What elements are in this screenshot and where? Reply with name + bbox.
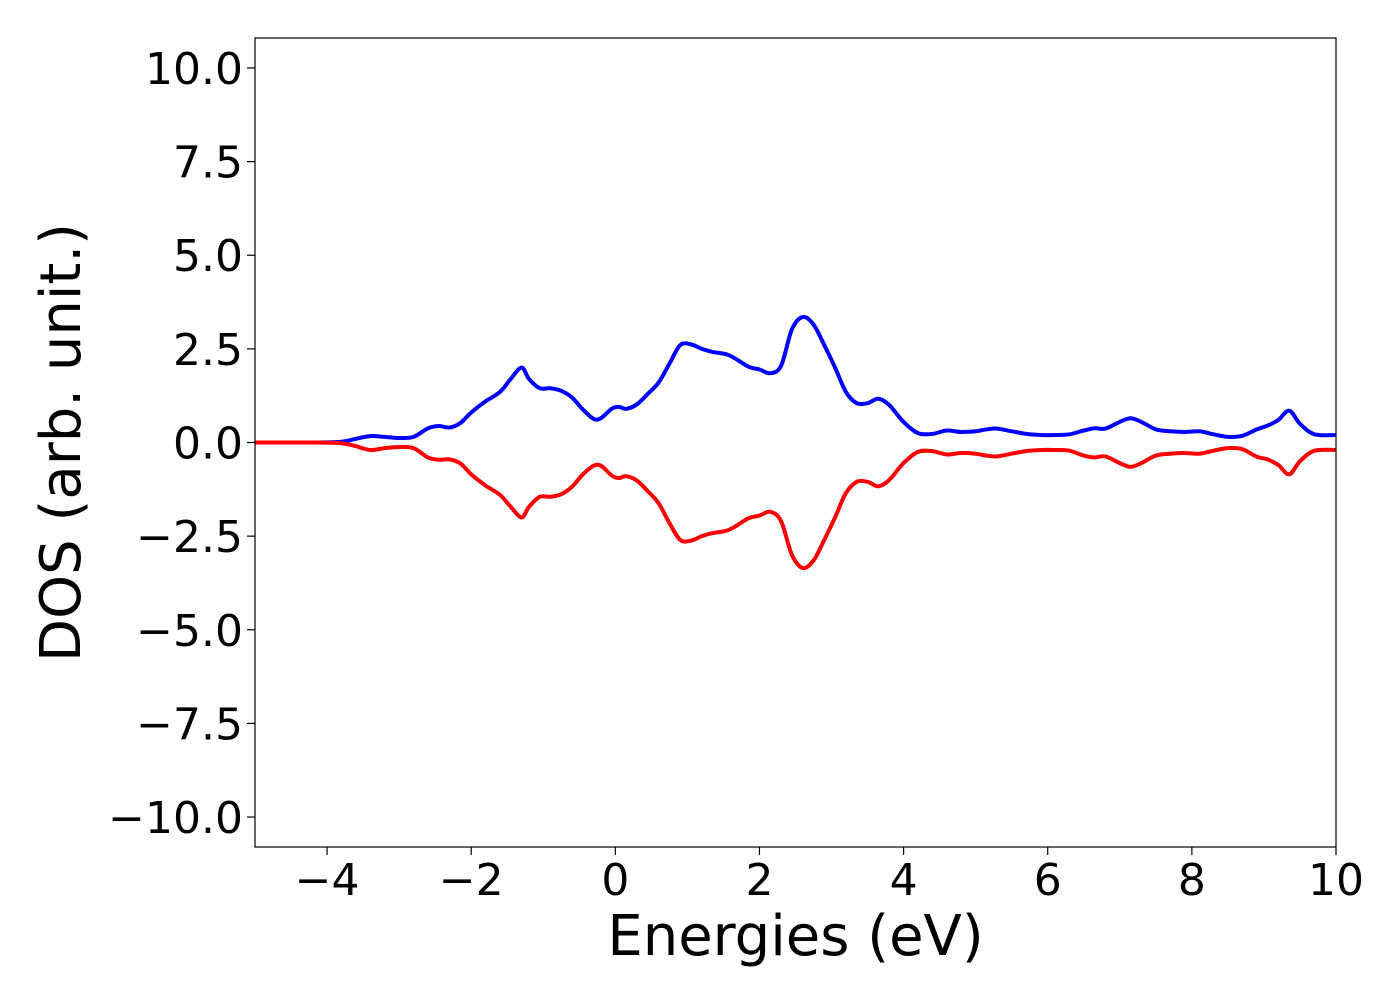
y-tick-label: −10.0	[108, 793, 243, 844]
x-tick-label: 6	[1034, 855, 1062, 906]
y-tick-label: 0.0	[173, 419, 243, 470]
x-tick-label: 2	[745, 855, 773, 906]
dos-curve-negative	[254, 440, 1337, 571]
plot-frame	[254, 37, 1337, 848]
series-layer	[254, 314, 1337, 571]
y-tick-label: −7.5	[136, 699, 243, 750]
y-tick-label: 10.0	[145, 44, 243, 95]
y-tick-label: 7.5	[173, 138, 243, 189]
y-axis-label: DOS (arb. unit.)	[29, 223, 94, 662]
y-tick-label: −5.0	[136, 606, 243, 657]
x-axis-label: Energies (eV)	[607, 904, 983, 969]
x-tick-label: 8	[1178, 855, 1206, 906]
x-tick-label: −2	[439, 855, 504, 906]
x-tick-label: 10	[1308, 855, 1364, 906]
y-tick-label: 5.0	[173, 231, 243, 282]
y-tick-label: 2.5	[173, 325, 243, 376]
x-tick-label: −4	[295, 855, 360, 906]
x-axis: −4 −2 0 2 4 6 8 10	[295, 847, 1364, 906]
y-tick-label: −2.5	[136, 512, 243, 563]
x-tick-label: 4	[890, 855, 918, 906]
y-axis: 10.0 7.5 5.0 2.5 0.0 −2.5 −5.0 −7.5 −10.0	[108, 44, 255, 844]
x-tick-label: 0	[601, 855, 629, 906]
dos-curve-positive	[254, 314, 1337, 445]
